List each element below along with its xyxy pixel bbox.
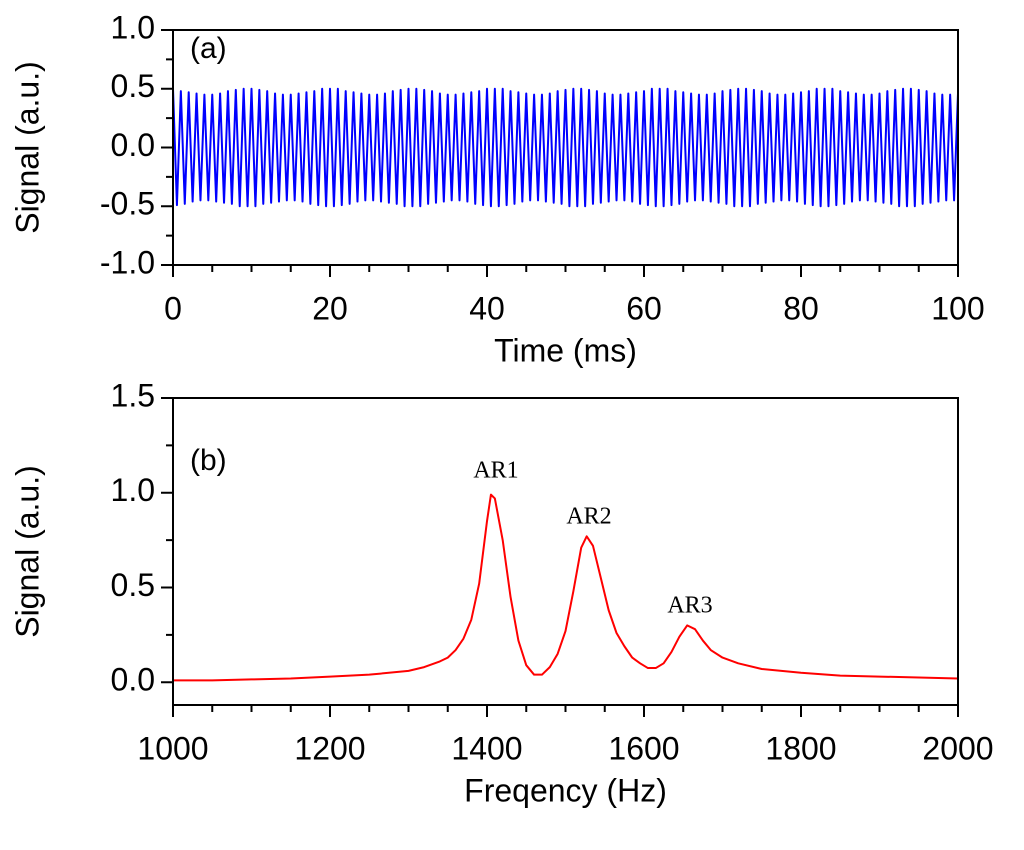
x-tick-label: 40 — [469, 290, 505, 326]
panel-label: (b) — [190, 444, 227, 477]
x-axis-title: Time (ms) — [494, 332, 637, 368]
y-tick-label: -1.0 — [100, 244, 155, 280]
y-axis-title: Signal (a.u.) — [9, 465, 45, 638]
x-tick-label: 2000 — [922, 730, 993, 766]
y-axis-title: Signal (a.u.) — [9, 61, 45, 234]
y-tick-label: 1.5 — [111, 377, 155, 413]
panel-label: (a) — [190, 32, 227, 65]
peak-annotation: AR1 — [473, 458, 518, 484]
x-tick-label: 60 — [626, 290, 662, 326]
y-tick-label: 1.0 — [111, 472, 155, 508]
y-tick-label: 0.0 — [111, 127, 155, 163]
peak-annotation: AR3 — [667, 593, 712, 619]
y-tick-label: -0.5 — [100, 186, 155, 222]
x-tick-label: 100 — [931, 290, 984, 326]
peak-annotation: AR2 — [566, 504, 611, 530]
plot-frame — [172, 29, 959, 266]
y-tick-label: 1.0 — [111, 9, 155, 45]
x-tick-label: 1600 — [608, 730, 679, 766]
y-tick-label: 0.5 — [111, 567, 155, 603]
plot-frame — [172, 397, 959, 706]
x-axis-title: Freqency (Hz) — [464, 772, 667, 808]
x-tick-label: 80 — [783, 290, 819, 326]
x-tick-label: 20 — [312, 290, 348, 326]
x-tick-label: 0 — [164, 290, 182, 326]
data-line — [173, 493, 959, 682]
y-tick-label: 0.0 — [111, 662, 155, 698]
x-tick-label: 1400 — [451, 730, 522, 766]
x-tick-label: 1800 — [765, 730, 836, 766]
x-tick-label: 1200 — [294, 730, 365, 766]
data-line — [172, 87, 959, 208]
x-tick-label: 1000 — [137, 730, 208, 766]
y-tick-label: 0.5 — [111, 68, 155, 104]
